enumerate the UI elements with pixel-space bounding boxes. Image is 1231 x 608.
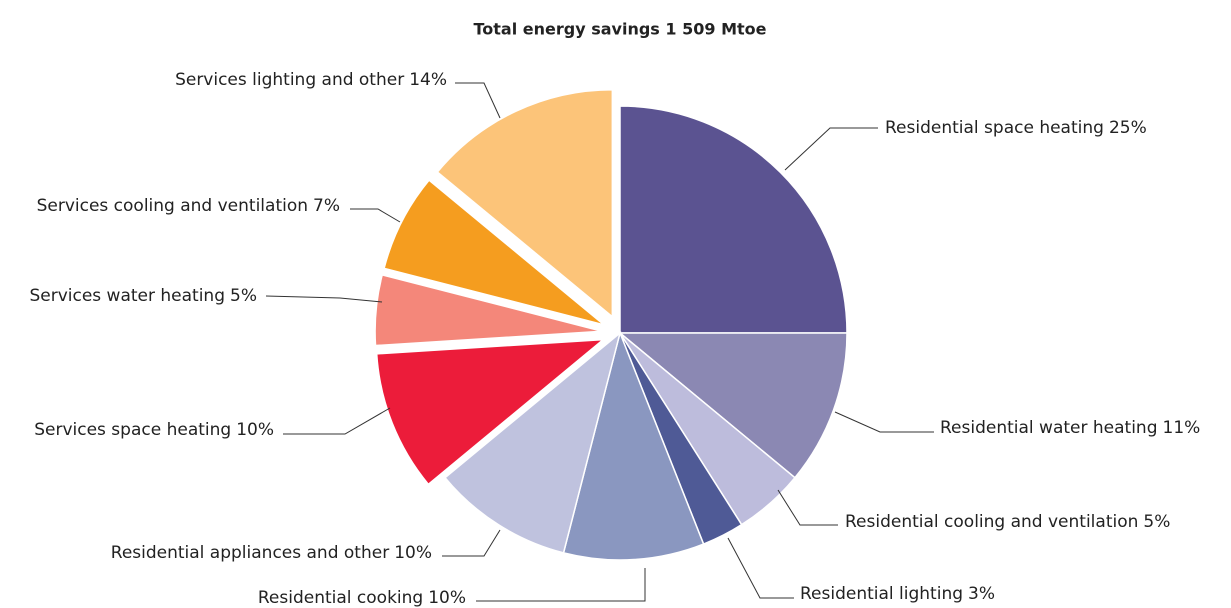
slice-category: Services cooling and ventilation	[37, 196, 308, 216]
slice-label: Services lighting and other 14%	[175, 70, 447, 90]
slice-value: 7%	[313, 196, 340, 216]
slice-value: 10%	[394, 543, 432, 563]
leader-line	[777, 489, 838, 526]
slice-label: Residential cooling and ventilation 5%	[845, 512, 1170, 532]
pie-slice	[562, 330, 705, 561]
pie-slice	[383, 179, 605, 326]
slice-value: 5%	[230, 286, 257, 306]
pie-slice	[617, 332, 848, 479]
slice-value: 3%	[968, 584, 995, 604]
slice-value: 11%	[1163, 418, 1201, 438]
slice-label: Residential appliances and other 10%	[111, 543, 432, 563]
slice-label: Services cooling and ventilation 7%	[37, 196, 340, 216]
leader-line	[784, 127, 878, 171]
pie-slice	[444, 330, 622, 554]
slice-category: Residential cooling and ventilation	[845, 512, 1138, 532]
pie-slice	[436, 88, 614, 319]
slice-value: 14%	[409, 70, 447, 90]
slice-category: Residential water heating	[940, 418, 1158, 438]
slice-category: Services water heating	[29, 286, 225, 306]
slice-value: 25%	[1109, 118, 1147, 138]
leader-line	[455, 82, 501, 119]
slice-category: Services space heating	[34, 420, 231, 440]
slice-value: 5%	[1143, 512, 1170, 532]
leader-line	[442, 529, 501, 557]
slice-label: Residential water heating 11%	[940, 418, 1200, 438]
slice-label: Services space heating 10%	[34, 420, 274, 440]
slice-category: Residential cooking	[258, 588, 423, 608]
slice-category: Services lighting and other	[175, 70, 404, 90]
leader-line	[283, 407, 391, 435]
leader-line	[350, 208, 401, 223]
slice-label: Residential lighting 3%	[800, 584, 995, 604]
slice-label: Residential space heating 25%	[885, 118, 1147, 138]
slice-category: Residential lighting	[800, 584, 963, 604]
slice-label: Residential cooking 10%	[258, 588, 466, 608]
slice-value: 10%	[428, 588, 466, 608]
slice-category: Residential space heating	[885, 118, 1104, 138]
chart-title: Total energy savings 1 509 Mtoe	[474, 20, 767, 39]
leader-line	[727, 537, 794, 599]
slice-category: Residential appliances and other	[111, 543, 389, 563]
pie-slice	[375, 338, 606, 486]
slice-value: 10%	[236, 420, 274, 440]
pie-slice	[374, 273, 603, 347]
leader-line	[834, 411, 934, 433]
leader-line	[476, 568, 646, 602]
pie-slice	[619, 105, 848, 334]
leader-line	[265, 295, 383, 303]
slice-label: Services water heating 5%	[29, 286, 257, 306]
